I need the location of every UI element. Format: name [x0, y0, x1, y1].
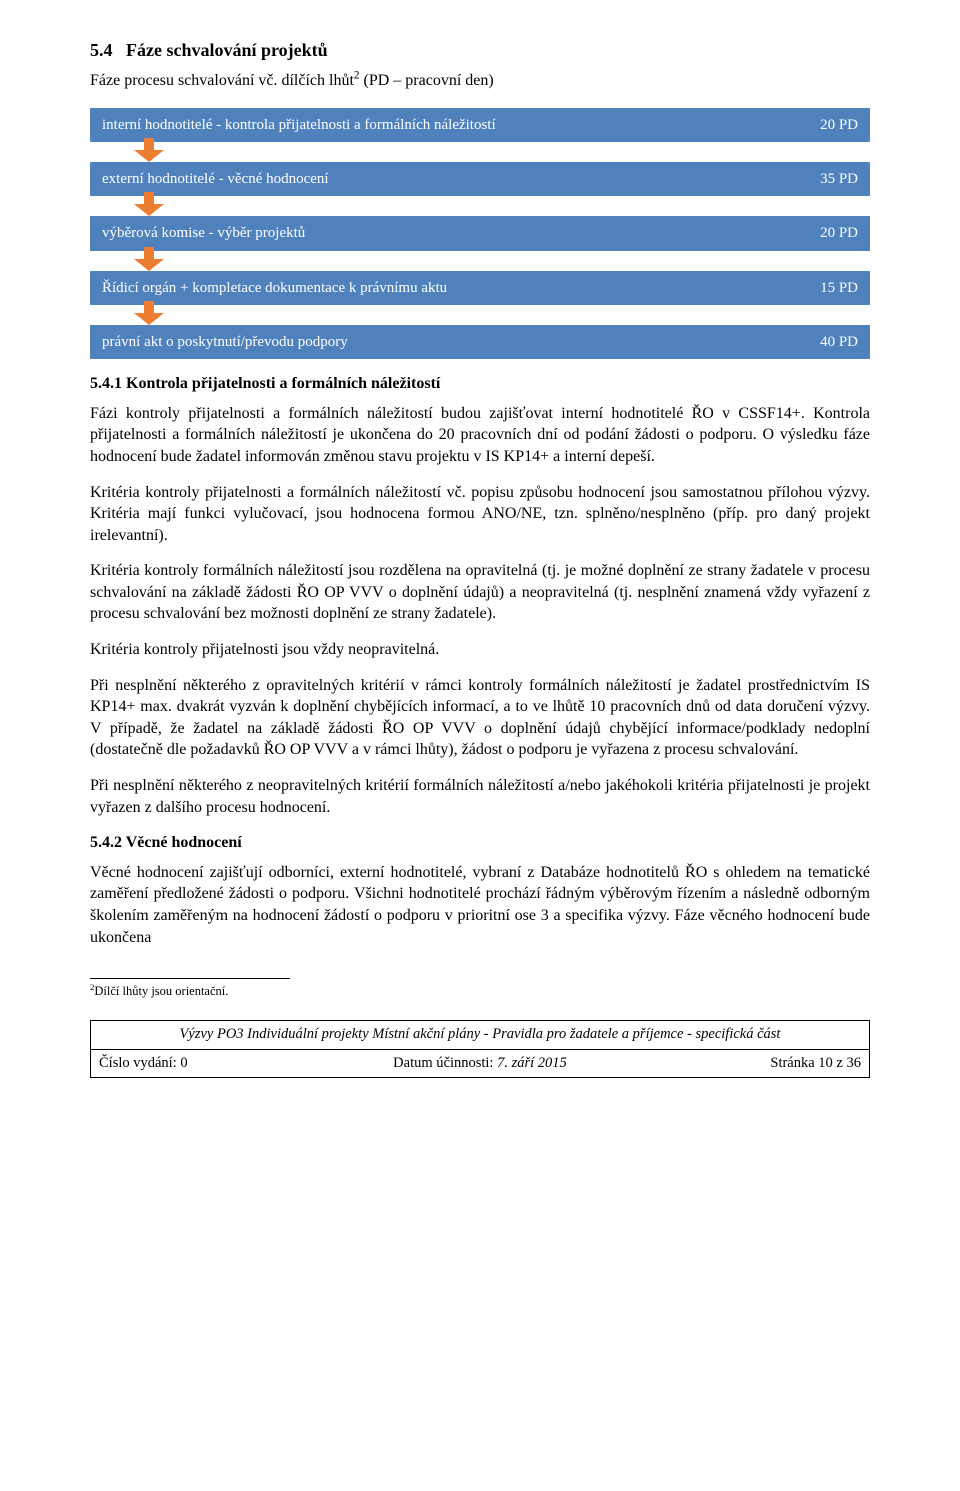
phase-box: právní akt o poskytnutí/převodu podpory …: [90, 325, 870, 359]
phase-label: externí hodnotitelé - věcné hodnocení: [102, 169, 800, 189]
footer-date-label: Datum účinnosti:: [393, 1055, 497, 1071]
subsection-heading-541: 5.4.1 Kontrola přijatelnosti a formálníc…: [90, 373, 870, 395]
phase-value: 40 PD: [800, 332, 858, 352]
page-footer: Výzvy PO3 Individuální projekty Místní a…: [90, 1020, 870, 1078]
phase-value: 20 PD: [800, 115, 858, 135]
body-paragraph: Kritéria kontroly přijatelnosti a formál…: [90, 482, 870, 547]
arrow-down-icon: [130, 301, 168, 327]
flow-arrow: [90, 142, 870, 162]
intro-prefix: Fáze procesu schvalování vč. dílčích lhů…: [90, 72, 354, 89]
footer-title: Výzvy PO3 Individuální projekty Místní a…: [91, 1021, 869, 1050]
section-heading: 5.4 Fáze schvalování projektů: [90, 38, 870, 62]
body-paragraph: Při nesplnění některého z opravitelných …: [90, 675, 870, 761]
phase-label: Řídicí orgán + kompletace dokumentace k …: [102, 278, 800, 298]
footer-effective-date: Datum účinnosti: 7. září 2015: [350, 1050, 609, 1078]
phase-value: 15 PD: [800, 278, 858, 298]
footnote-text: Dílčí lhůty jsou orientační.: [94, 984, 228, 998]
footer-date-value: 7. září 2015: [497, 1055, 567, 1071]
body-paragraph: Kritéria kontroly přijatelnosti jsou vžd…: [90, 639, 870, 661]
phase-box: výběrová komise - výběr projektů 20 PD: [90, 216, 870, 250]
footer-issue-number: Číslo vydání: 0: [91, 1050, 350, 1078]
body-paragraph: Věcné hodnocení zajišťují odborníci, ext…: [90, 862, 870, 948]
section-number: 5.4: [90, 40, 113, 60]
phase-label: interní hodnotitelé - kontrola přijateln…: [102, 115, 800, 135]
phase-value: 35 PD: [800, 169, 858, 189]
arrow-down-icon: [130, 247, 168, 273]
arrow-down-icon: [130, 192, 168, 218]
phase-box: externí hodnotitelé - věcné hodnocení 35…: [90, 162, 870, 196]
body-paragraph: Při nesplnění některého z neopravitelnýc…: [90, 775, 870, 818]
flow-arrow: [90, 196, 870, 216]
phase-box: interní hodnotitelé - kontrola přijateln…: [90, 108, 870, 142]
section-intro: Fáze procesu schvalování vč. dílčích lhů…: [90, 70, 870, 92]
phase-label: výběrová komise - výběr projektů: [102, 223, 800, 243]
section-title: Fáze schvalování projektů: [126, 40, 328, 60]
body-paragraph: Fázi kontroly přijatelnosti a formálních…: [90, 403, 870, 468]
intro-suffix: (PD – pracovní den): [360, 72, 494, 89]
footnote: 2Dílčí lhůty jsou orientační.: [90, 983, 870, 1000]
subsection-heading-542: 5.4.2 Věcné hodnocení: [90, 832, 870, 854]
footnote-separator: [90, 978, 290, 979]
arrow-down-icon: [130, 138, 168, 164]
phase-box: Řídicí orgán + kompletace dokumentace k …: [90, 271, 870, 305]
phase-label: právní akt o poskytnutí/převodu podpory: [102, 332, 800, 352]
footer-row: Číslo vydání: 0 Datum účinnosti: 7. září…: [91, 1050, 869, 1078]
flow-arrow: [90, 305, 870, 325]
footer-page-number: Stránka 10 z 36: [610, 1050, 869, 1078]
flow-arrow: [90, 251, 870, 271]
body-paragraph: Kritéria kontroly formálních náležitostí…: [90, 560, 870, 625]
phase-value: 20 PD: [800, 223, 858, 243]
phase-flow: interní hodnotitelé - kontrola přijateln…: [90, 108, 870, 359]
